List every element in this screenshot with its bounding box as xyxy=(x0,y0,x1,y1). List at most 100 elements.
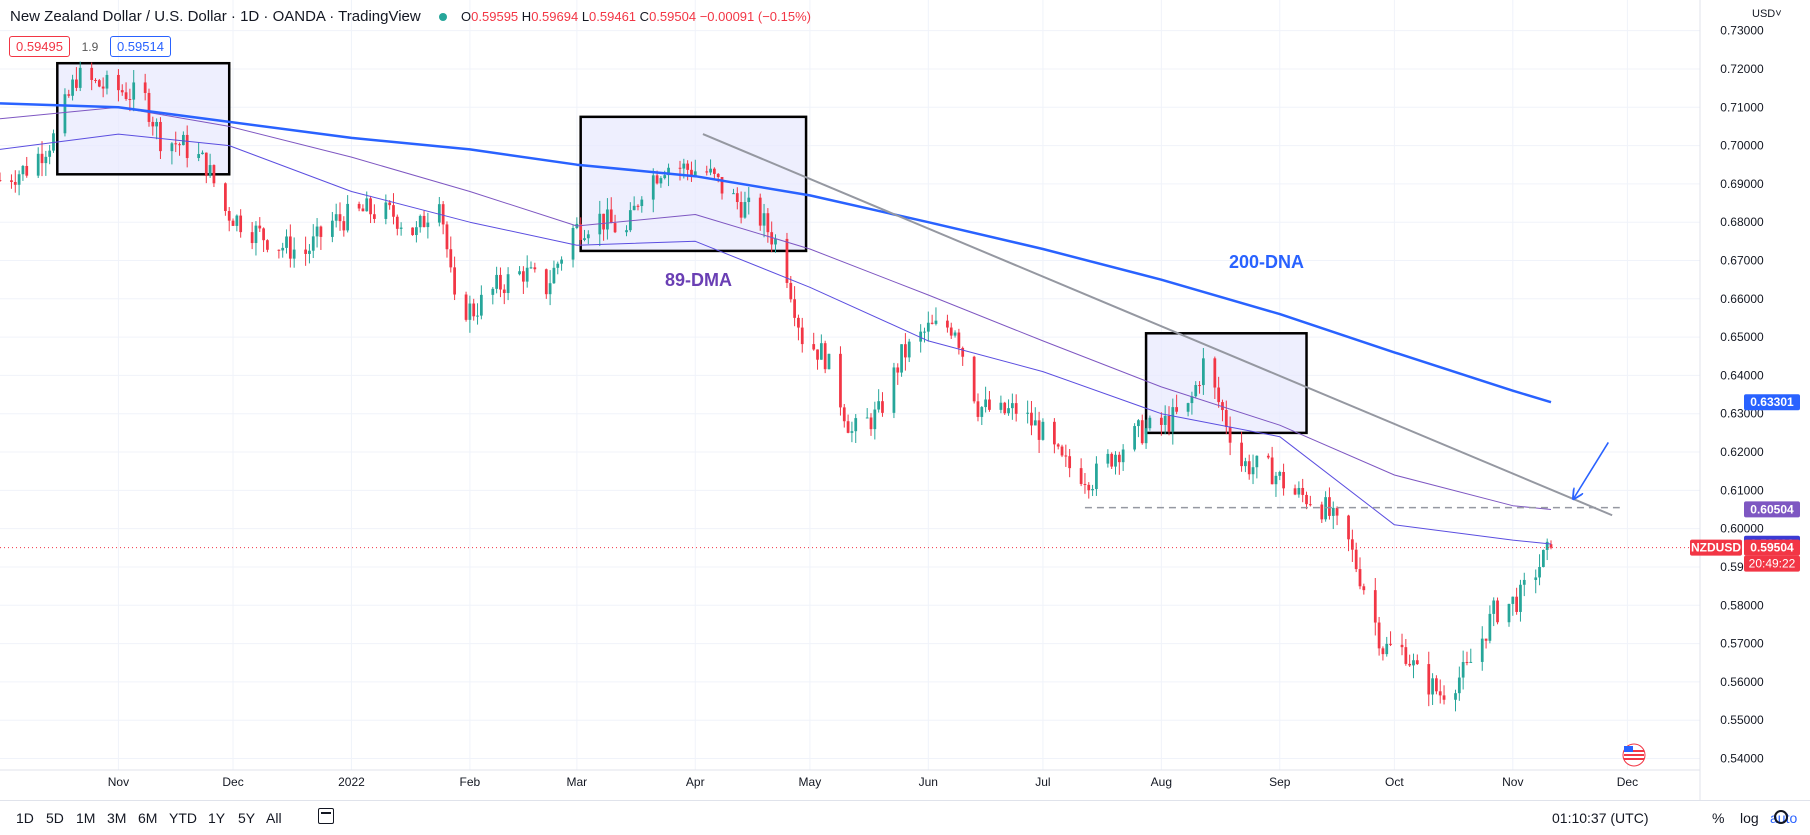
candle-body xyxy=(1095,463,1098,490)
candle-body xyxy=(556,263,560,268)
candle-body xyxy=(1431,678,1434,695)
percent-toggle[interactable]: % xyxy=(1712,810,1725,826)
gear-icon[interactable] xyxy=(1774,810,1788,824)
candle-body xyxy=(1224,410,1228,427)
candle-body xyxy=(204,152,208,176)
candle-body xyxy=(1511,596,1515,604)
candle-body xyxy=(1121,449,1125,463)
candle-body xyxy=(1541,549,1545,568)
timeframe-5y[interactable]: 5Y xyxy=(238,810,256,826)
currency-selector[interactable]: USD˅ xyxy=(1752,8,1782,20)
candle-body xyxy=(1201,358,1205,386)
timeframe-3m[interactable]: 3M xyxy=(107,810,127,826)
timeframe-1y[interactable]: 1Y xyxy=(208,810,226,826)
candle-body xyxy=(1106,453,1110,464)
candle-body xyxy=(208,165,212,176)
candle-body xyxy=(1549,544,1553,548)
chart-header: New Zealand Dollar / U.S. Dollar · 1D · … xyxy=(10,8,811,25)
candle-body xyxy=(422,215,426,228)
candle-body xyxy=(63,94,67,134)
candle-body xyxy=(1194,385,1198,397)
us-flag-icon[interactable] xyxy=(1622,743,1646,767)
candle-body xyxy=(1293,488,1297,495)
timeframe-1m[interactable]: 1M xyxy=(76,810,96,826)
calendar-range-icon[interactable] xyxy=(318,808,334,824)
countdown-label: 20:49:22 xyxy=(1749,557,1796,571)
candle-body xyxy=(1270,457,1274,485)
candle-body xyxy=(785,238,789,283)
candle-body xyxy=(613,223,617,233)
candle-body xyxy=(1140,420,1144,444)
candle-body xyxy=(384,202,388,219)
candle-body xyxy=(663,175,667,179)
candle-body xyxy=(1255,455,1259,468)
candle-body xyxy=(159,121,162,152)
candle-body xyxy=(1064,455,1068,457)
candle-body xyxy=(181,134,185,146)
candle-body xyxy=(315,226,319,237)
candle-body xyxy=(330,220,334,237)
candle-body xyxy=(304,249,307,254)
price-tick-label: 0.55000 xyxy=(1720,713,1764,727)
candle-body xyxy=(1408,663,1412,666)
candle-body xyxy=(319,226,323,237)
candle-body xyxy=(1198,385,1201,387)
candle-body xyxy=(1435,678,1438,692)
symbol-title[interactable]: New Zealand Dollar / U.S. Dollar · 1D · … xyxy=(10,8,421,25)
candle-body xyxy=(1117,454,1121,463)
timeframe-all[interactable]: All xyxy=(266,810,282,826)
timeframe-1d[interactable]: 1D xyxy=(16,810,34,826)
candle-body xyxy=(1037,420,1041,440)
candle-body xyxy=(0,180,2,182)
candle-body xyxy=(1033,420,1037,426)
candle-body xyxy=(1144,428,1148,444)
candle-body xyxy=(678,167,682,169)
drawings-overlay[interactable] xyxy=(0,133,1700,549)
candle-body xyxy=(75,79,78,88)
candle-body xyxy=(388,202,392,206)
ma200-price-label-bg xyxy=(1744,394,1800,411)
candle-body xyxy=(1519,584,1522,612)
ohlc-legend: O0.59595 H0.59694 L0.59461 C0.59504 −0.0… xyxy=(461,9,811,24)
log-toggle[interactable]: log xyxy=(1740,810,1759,826)
candle-body xyxy=(957,332,961,348)
timeframe-6m[interactable]: 6M xyxy=(138,810,158,826)
candle-body xyxy=(143,82,147,93)
candle-body xyxy=(632,205,636,211)
close-label: C xyxy=(639,9,650,24)
timeframe-ytd[interactable]: YTD xyxy=(169,810,197,826)
candle-body xyxy=(896,367,900,373)
candle-body xyxy=(288,236,292,259)
candle-body xyxy=(774,238,777,245)
candle-body xyxy=(437,204,441,223)
candle-body xyxy=(873,409,877,430)
candle-body xyxy=(357,203,361,209)
candle-body xyxy=(1389,643,1392,645)
candle-body xyxy=(147,92,151,122)
candle-body xyxy=(1522,579,1526,585)
candle-body xyxy=(1320,504,1324,520)
price-chart[interactable]: 0.73000 0.72000 0.71000 0.70000 0.69000 0.680… xyxy=(0,0,1810,800)
candle-body xyxy=(1278,471,1282,476)
sell-button[interactable]: 0.59495 xyxy=(9,36,70,57)
candle-body xyxy=(1400,644,1404,648)
time-tick-label: Jul xyxy=(1035,775,1050,789)
candle-body xyxy=(338,214,342,222)
candle-body xyxy=(258,225,262,229)
indicator-lines xyxy=(0,102,1552,545)
candle-body xyxy=(1381,648,1385,655)
candle-body xyxy=(399,227,403,229)
price-tick-label: 0.71000 xyxy=(1720,100,1764,114)
candle-body xyxy=(1438,691,1442,696)
clock[interactable]: 01:10:37 (UTC) xyxy=(1552,810,1649,826)
candle-body xyxy=(816,349,819,360)
drawing-boxes[interactable] xyxy=(56,61,1308,435)
buy-button[interactable]: 0.59514 xyxy=(109,36,171,57)
candle-body xyxy=(865,417,869,419)
timeframe-5d[interactable]: 5D xyxy=(46,810,64,826)
candle-body xyxy=(529,267,533,269)
candle-body xyxy=(636,205,640,207)
candle-body xyxy=(1308,504,1312,506)
candle-body xyxy=(1217,387,1221,403)
candle-body xyxy=(926,322,930,332)
